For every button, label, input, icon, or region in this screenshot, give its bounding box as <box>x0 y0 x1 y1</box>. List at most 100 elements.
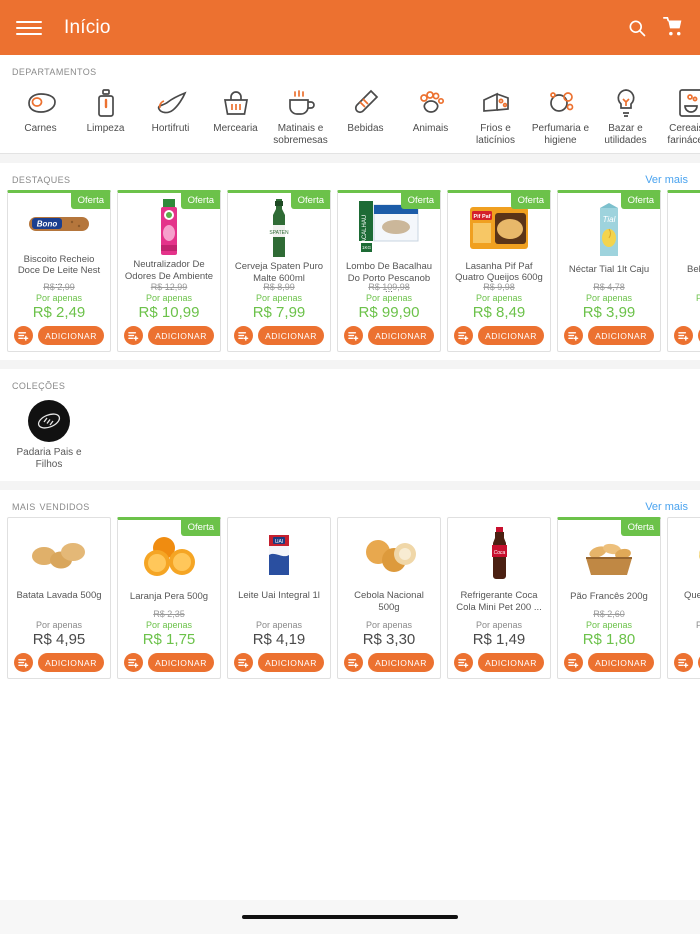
add-to-list-icon[interactable] <box>234 653 253 672</box>
add-to-list-icon[interactable] <box>564 326 583 345</box>
gesture-nav-pill[interactable] <box>242 915 458 919</box>
offer-badge: Oferta <box>400 193 440 209</box>
add-button[interactable]: ADICIONAR <box>258 653 324 672</box>
department-label: Animais <box>412 123 449 134</box>
product-card[interactable]: Oferta Bebida M... L... R$ Por apenas R$… <box>667 190 700 352</box>
product-card[interactable]: Oferta SPATEN Cerveja Spaten Puro Malte … <box>227 190 331 352</box>
product-actions: ADICIONAR <box>558 323 660 351</box>
product-card[interactable]: Cebola Nacional 500g Por apenas R$ 3,30 … <box>337 517 441 679</box>
por-apenas-label: Por apenas <box>475 620 523 630</box>
add-to-list-icon[interactable] <box>454 326 473 345</box>
add-to-list-icon[interactable] <box>454 653 473 672</box>
product-actions: ADICIONAR <box>448 323 550 351</box>
beer-bottle-thumb: SPATEN <box>228 199 330 257</box>
product-card[interactable]: Oferta Neutralizador De Odores De Ambien… <box>117 190 221 352</box>
add-button[interactable]: ADICIONAR <box>368 326 434 345</box>
cheese-thumb <box>668 524 700 586</box>
add-to-list-icon[interactable] <box>344 653 363 672</box>
cheese-icon <box>476 86 516 120</box>
por-apenas-label: Por apenas <box>365 293 413 303</box>
product-pricebox: R$ 8,99 Por apenas R$ 7,99 <box>228 282 330 323</box>
section-gap <box>0 360 700 369</box>
product-card[interactable]: Oferta Pão Francês 200g R$ 2,60 Por apen… <box>557 517 661 679</box>
departments-list[interactable]: Carnes Limpeza Hortifruti <box>0 82 700 153</box>
department-animais[interactable]: Animais <box>398 86 463 147</box>
department-frios-laticinios[interactable]: Frios e laticínios <box>463 86 528 147</box>
section-gap <box>0 154 700 163</box>
shopping-cart-icon[interactable] <box>663 17 684 38</box>
add-to-list-icon[interactable] <box>674 326 693 345</box>
department-limpeza[interactable]: Limpeza <box>73 86 138 147</box>
add-button[interactable]: ADICIONAR <box>38 653 104 672</box>
add-to-list-icon[interactable] <box>344 326 363 345</box>
add-button[interactable]: ADICIONAR <box>148 653 214 672</box>
por-apenas-label: Por apenas <box>145 293 193 303</box>
product-actions: ADICIONAR <box>558 650 660 678</box>
product-name: Pão Francês 200g <box>570 591 648 602</box>
add-button[interactable]: ADICIONAR <box>38 326 104 345</box>
department-cereais-farinaceos[interactable]: Cereais e farináceos <box>658 86 700 147</box>
product-card[interactable]: Coca Refrigerante Coca Cola Mini Pet 200… <box>447 517 551 679</box>
department-mercearia[interactable]: Mercearia <box>203 86 268 147</box>
collection-padaria-pais-e-filhos[interactable]: Padaria Pais e Filhos <box>12 400 86 471</box>
department-carnes[interactable]: Carnes <box>8 86 73 147</box>
product-card[interactable]: Oferta Laranja Pera 500g R$ 2,35 Por ape… <box>117 517 221 679</box>
product-card[interactable]: Oferta Tial Néctar Tial 1lt Caju R$ 4,78… <box>557 190 661 352</box>
product-card[interactable]: Batata Lavada 500g Por apenas R$ 4,95 AD… <box>7 517 111 679</box>
department-bebidas[interactable]: Bebidas <box>333 86 398 147</box>
add-to-list-icon[interactable] <box>674 653 693 672</box>
add-to-list-icon[interactable] <box>234 326 253 345</box>
bottle-icon <box>346 86 386 120</box>
por-apenas-label: Por apenas <box>475 293 523 303</box>
add-button[interactable]: ADICIONAR <box>258 326 324 345</box>
product-card[interactable]: Oferta Pif Paf Lasanha Pif Paf Quatro Qu… <box>447 190 551 352</box>
add-button[interactable]: ADICIONAR <box>368 653 434 672</box>
por-apenas-label: Por apenas <box>365 620 413 630</box>
mais-vendidos-section: Mais Vendidos Ver mais Batata Lavada 500… <box>0 490 700 687</box>
product-price: R$ 1,75 <box>142 631 196 648</box>
product-pricebox: R$ 4,78 Por apenas R$ 3,99 <box>558 282 660 323</box>
por-apenas-label: Por apenas <box>668 293 700 304</box>
product-pricebox: R$ Por apenas R$ <box>668 282 700 323</box>
add-to-list-icon[interactable] <box>564 653 583 672</box>
add-to-list-icon[interactable] <box>14 326 33 345</box>
destaques-product-rail[interactable]: Oferta Bono Biscoito Recheio Doce De Lei… <box>0 190 700 360</box>
coke-bottle-thumb: Coca <box>448 524 550 586</box>
add-to-list-icon[interactable] <box>124 653 143 672</box>
add-button[interactable]: ADICIONAR <box>698 326 700 345</box>
add-button[interactable]: ADICIONAR <box>588 653 654 672</box>
mais-vendidos-see-more-link[interactable]: Ver mais <box>645 501 688 513</box>
search-icon[interactable] <box>627 18 647 38</box>
product-card[interactable]: Queij... Fat... P... Por apenas R$ ADICI… <box>667 517 700 679</box>
product-card[interactable]: Oferta Bono Biscoito Recheio Doce De Lei… <box>7 190 111 352</box>
steak-icon <box>21 86 61 120</box>
department-hortifruti[interactable]: Hortifruti <box>138 86 203 147</box>
onions-thumb <box>338 524 440 586</box>
colecoes-list[interactable]: Padaria Pais e Filhos <box>0 396 700 481</box>
product-price: R$ 1,80 <box>582 631 636 648</box>
add-button[interactable]: ADICIONAR <box>698 653 700 672</box>
hamburger-menu-icon[interactable] <box>16 15 42 41</box>
product-name: Leite Uai Integral 1l <box>238 590 320 601</box>
add-button[interactable]: ADICIONAR <box>478 653 544 672</box>
destaques-see-more-link[interactable]: Ver mais <box>645 174 688 186</box>
cookie-package-thumb: Bono <box>8 199 110 250</box>
product-price: R$ 3,30 <box>362 631 416 648</box>
product-card[interactable]: Oferta BACALHAU 1KG Lombo De Bacalhau Do… <box>337 190 441 352</box>
product-pricebox: R$ 12,99 Por apenas R$ 10,99 <box>118 282 220 323</box>
product-name: Biscoito Recheio Doce De Leite Nest ... <box>17 253 101 288</box>
add-to-list-icon[interactable] <box>124 326 143 345</box>
add-button[interactable]: ADICIONAR <box>588 326 654 345</box>
section-gap <box>0 481 700 490</box>
add-button[interactable]: ADICIONAR <box>478 326 544 345</box>
product-price: R$ 8,49 <box>472 304 526 321</box>
product-card[interactable]: UAI Leite Uai Integral 1l Por apenas R$ … <box>227 517 331 679</box>
department-perfumaria-higiene[interactable]: Perfumaria e higiene <box>528 86 593 147</box>
add-button[interactable]: ADICIONAR <box>148 326 214 345</box>
drink-thumb <box>668 199 700 260</box>
department-bazar-utilidades[interactable]: Bazar e utilidades <box>593 86 658 147</box>
product-actions: ADICIONAR <box>8 323 110 351</box>
department-matinais-sobremesas[interactable]: Matinais e sobremesas <box>268 86 333 147</box>
add-to-list-icon[interactable] <box>14 653 33 672</box>
mais-vendidos-product-rail[interactable]: Batata Lavada 500g Por apenas R$ 4,95 AD… <box>0 517 700 687</box>
